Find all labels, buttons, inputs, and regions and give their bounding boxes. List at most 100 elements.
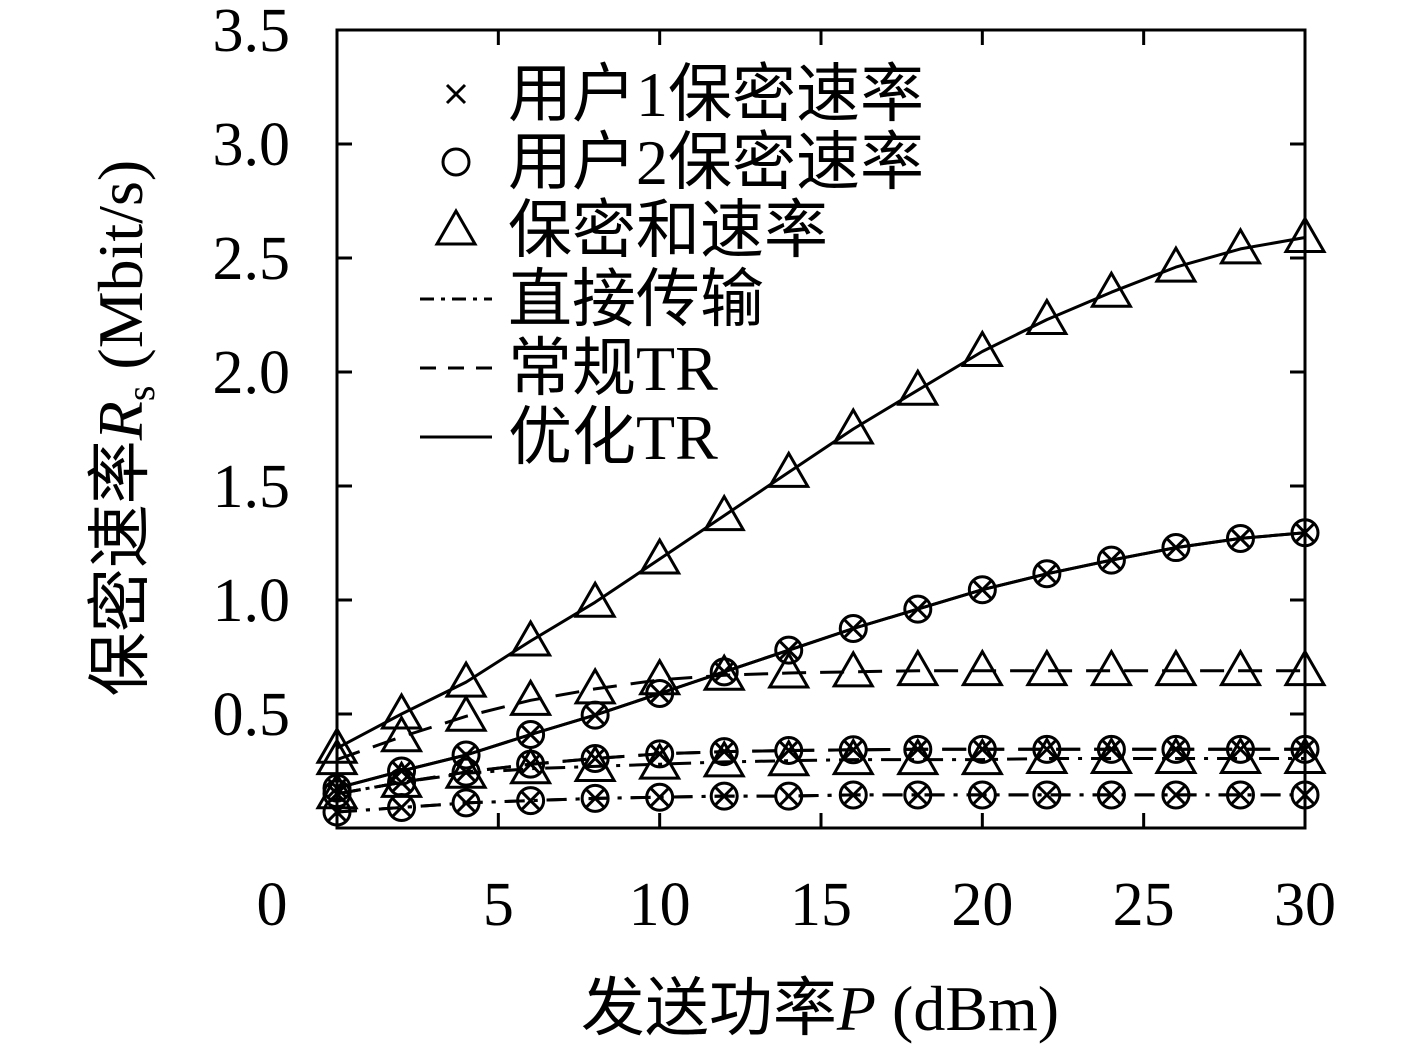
series-0-point-1 [391, 797, 412, 818]
series-8-point-3 [509, 619, 553, 657]
series-3-point-10 [972, 739, 993, 760]
series-4-point-12 [1096, 734, 1126, 764]
series-8-point-5 [638, 536, 682, 575]
series-8-point-7 [767, 450, 811, 488]
series-1-point-12 [1096, 780, 1126, 810]
legend-label: 常规TR [508, 333, 718, 404]
series-0-point-14 [1230, 784, 1251, 806]
series-1-point-2 [451, 788, 481, 818]
series-5-point-9 [896, 648, 940, 687]
series-0-point-12 [1101, 784, 1122, 806]
legend-label: 用户1保密速率 [508, 59, 924, 130]
y-tick-label: 1.5 [213, 453, 291, 521]
series-4-point-3 [516, 749, 546, 779]
series-lines [336, 236, 1306, 814]
series-7-point-7 [774, 635, 804, 665]
series-0-point-10 [972, 784, 993, 806]
series-4-point-8 [838, 735, 868, 765]
series-0-point-3 [520, 790, 541, 811]
series-1-point-4 [580, 783, 610, 813]
series-4-point-2 [451, 757, 481, 787]
series-8-point-13 [1154, 245, 1198, 283]
series-1-point-3 [516, 786, 546, 816]
x-tick-label: 5 [483, 871, 514, 939]
x-axis-label-unit: (dBm) [892, 973, 1059, 1044]
series-6-point-10 [972, 579, 993, 600]
series-6-point-9 [907, 599, 928, 620]
y-axis-label-subscript: s [118, 386, 163, 402]
series-6-point-5 [649, 683, 670, 704]
series-5-point-12 [1089, 648, 1133, 687]
series-4-point-7 [774, 735, 804, 765]
x-tick-label: 25 [1113, 871, 1175, 939]
series-5-point-6 [702, 653, 746, 691]
series-3-point-13 [1165, 739, 1186, 760]
series-markers [315, 215, 1327, 827]
legend-marker-circle [441, 147, 471, 177]
series-0-point-5 [649, 787, 670, 808]
legend-label: 直接传输 [508, 264, 764, 335]
series-1-point-9 [903, 780, 933, 810]
series-5-point-7 [767, 650, 811, 689]
y-tick-label: 3.0 [213, 111, 291, 179]
series-3-point-4 [585, 748, 606, 769]
series-8-point-14 [1218, 226, 1263, 265]
y-tick-label: 3.5 [213, 0, 291, 65]
series-line-4 [336, 747, 1305, 796]
series-8-point-4 [573, 580, 617, 618]
y-tick-label: 2.5 [213, 225, 291, 293]
series-3-point-11 [1036, 739, 1057, 760]
series-0-point-7 [778, 786, 799, 807]
series-0-point-6 [714, 786, 735, 807]
series-6-point-14 [1230, 528, 1251, 549]
series-4-point-5 [645, 739, 675, 769]
series-8-point-6 [702, 493, 746, 532]
y-axis-label-group: 保密速率Rs (Mbit/s) [85, 160, 163, 696]
series-7-point-6 [709, 657, 739, 687]
series-7-point-11 [1032, 559, 1062, 589]
series-4-point-6 [709, 737, 739, 767]
series-1-point-10 [967, 780, 997, 810]
series-4-point-14 [1225, 734, 1255, 764]
tick-labels: 0.5 1.0 1.5 2.0 2.5 3.0 3.5 0 5 10 15 20 25 30 [213, 0, 1337, 939]
series-5-point-8 [831, 649, 875, 688]
series-line-1 [336, 793, 1305, 814]
axis-ticks [337, 30, 1305, 828]
series-1-point-13 [1161, 780, 1191, 810]
series-6-point-12 [1101, 550, 1122, 571]
series-8-point-2 [444, 660, 488, 698]
series-0-point-2 [456, 792, 477, 813]
series-0-point-9 [907, 784, 928, 806]
x-axis-label: 发送功率P (dBm) [581, 973, 1059, 1044]
series-0-point-4 [585, 788, 606, 809]
series-5-point-11 [1025, 648, 1069, 687]
series-7-point-3 [516, 720, 546, 750]
y-axis-label: 保密速率Rs (Mbit/s) [85, 160, 163, 696]
series-5-point-1 [379, 714, 424, 753]
legend-marker-triangle [434, 207, 478, 246]
series-7-point-2 [451, 740, 481, 770]
x-tick-label: 15 [790, 871, 852, 939]
series-3-point-14 [1230, 739, 1251, 760]
series-7-point-9 [903, 594, 933, 624]
series-5-point-14 [1218, 648, 1263, 687]
y-axis-label-symbol: R [85, 401, 156, 441]
series-4-point-13 [1161, 734, 1191, 764]
series-7-point-13 [1161, 533, 1191, 563]
x-axis-label-text: 发送功率 [581, 973, 837, 1044]
series-1-point-5 [645, 782, 675, 812]
series-6-point-4 [585, 705, 606, 726]
series-7-point-10 [967, 575, 997, 605]
series-3-point-6 [714, 741, 735, 762]
series-1-point-8 [838, 780, 868, 810]
series-4-point-10 [967, 734, 997, 764]
series-5-point-10 [960, 648, 1004, 687]
series-8-point-10 [960, 329, 1004, 367]
series-line-2 [336, 757, 1305, 796]
series-8-point-1 [379, 691, 424, 730]
series-8-point-8 [831, 406, 875, 445]
series-6-point-7 [778, 640, 799, 661]
series-7-point-4 [580, 700, 610, 730]
